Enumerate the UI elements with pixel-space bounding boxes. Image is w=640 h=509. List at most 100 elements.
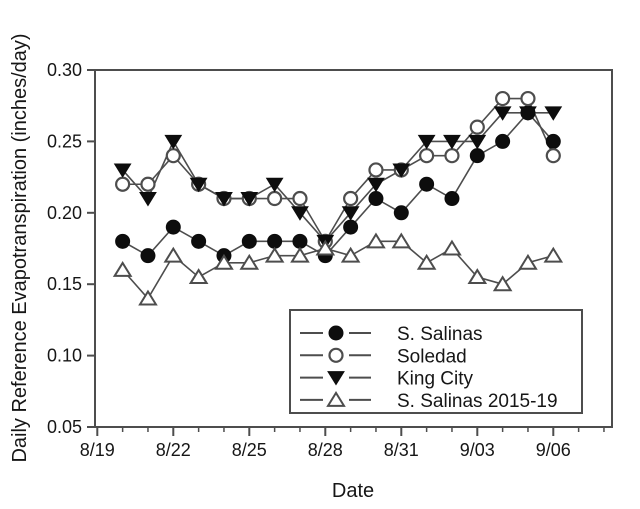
data-point-s-salinas-2015-19 — [112, 261, 133, 277]
data-point-soledad — [368, 162, 384, 178]
legend-label: King City — [397, 369, 474, 390]
data-point-king-city — [417, 134, 436, 150]
data-point-soledad — [520, 90, 536, 107]
legend-entry-s-salinas-2015-19: S. Salinas 2015-19 — [300, 391, 558, 412]
data-point-king-city — [189, 177, 208, 193]
data-point-s-salinas-2015-19 — [239, 253, 260, 270]
x-tick-label: 9/03 — [460, 440, 495, 460]
y-axis-title: Daily Reference Evapotranspiration (inch… — [9, 33, 31, 462]
axes-ticks: 0.05 0.10 0.15 0.20 0.25 0.30 8/19 8/22 8/25 8/28… — [47, 60, 605, 460]
legend-label: S. Salinas — [397, 324, 483, 345]
series-line-s-salinas — [122, 111, 554, 257]
x-tick-label: 8/25 — [232, 440, 267, 460]
data-point-s-salinas — [444, 191, 460, 207]
data-point-king-city — [367, 177, 385, 193]
data-point-king-city — [392, 163, 411, 178]
data-point-king-city — [215, 192, 233, 207]
data-point-soledad — [545, 148, 561, 164]
data-point-s-salinas — [343, 219, 359, 235]
data-point-king-city — [443, 134, 461, 150]
filled-circle-icon — [328, 325, 344, 341]
data-point-s-salinas-2015-19 — [188, 268, 209, 285]
data-point-s-salinas-2015-19 — [264, 246, 285, 263]
data-point-king-city — [493, 106, 512, 121]
data-point-s-salinas-2015-19 — [442, 239, 462, 256]
data-point-soledad — [267, 190, 283, 207]
data-point-s-salinas-2015-19 — [492, 275, 513, 292]
y-tick-label: 0.30 — [47, 60, 82, 80]
data-point-s-salinas — [191, 233, 207, 249]
series-line-king-city — [122, 112, 554, 243]
data-point-s-salinas — [368, 191, 384, 207]
filled-triangle-down-icon — [327, 371, 345, 386]
x-tick-label: 9/06 — [536, 440, 571, 460]
data-point-s-salinas — [115, 233, 131, 249]
series-markers-king-city — [113, 106, 563, 250]
data-point-s-salinas-2015-19 — [290, 246, 310, 263]
data-point-soledad — [469, 119, 485, 135]
series-markers-s-salinas — [115, 105, 561, 264]
data-point-soledad — [115, 176, 131, 192]
data-point-s-salinas-2015-19 — [340, 246, 361, 263]
series-markers-s-salinas-2015-19 — [112, 232, 564, 306]
x-tick-label: 8/22 — [156, 440, 191, 460]
data-point-soledad — [444, 148, 460, 164]
data-point-s-salinas-2015-19 — [138, 289, 158, 306]
y-tick-label: 0.20 — [47, 203, 82, 223]
data-point-king-city — [468, 134, 487, 150]
legend-entry-king-city: King City — [300, 369, 474, 390]
series-markers-soledad — [115, 90, 561, 249]
x-tick-label: 8/19 — [80, 440, 115, 460]
legend-entry-s-salinas: S. Salinas — [300, 324, 483, 345]
legend-entry-soledad: Soledad — [300, 346, 467, 367]
data-point-s-salinas-2015-19 — [467, 268, 488, 285]
legend-label: Soledad — [397, 346, 467, 367]
data-point-s-salinas — [495, 133, 511, 149]
x-tick-label: 8/31 — [384, 440, 419, 460]
y-tick-label: 0.05 — [47, 417, 82, 437]
data-point-soledad — [419, 148, 435, 164]
x-axis-title: Date — [332, 480, 374, 502]
data-point-s-salinas — [292, 233, 308, 249]
data-point-s-salinas — [419, 176, 435, 192]
data-point-s-salinas — [140, 248, 156, 264]
data-point-s-salinas — [393, 205, 409, 221]
plot-area — [94, 69, 613, 428]
data-point-s-salinas-2015-19 — [391, 232, 412, 249]
data-point-king-city — [544, 106, 563, 121]
data-point-s-salinas-2015-19 — [416, 253, 437, 270]
data-point-king-city — [164, 134, 183, 150]
data-point-king-city — [265, 177, 284, 193]
data-point-s-salinas-2015-19 — [366, 232, 386, 249]
data-point-s-salinas — [241, 233, 257, 249]
data-point-king-city — [341, 206, 360, 221]
data-point-s-salinas-2015-19 — [518, 253, 538, 270]
data-point-king-city — [113, 163, 132, 178]
plot-frame — [94, 69, 613, 428]
y-tick-label: 0.25 — [47, 131, 82, 151]
data-point-king-city — [240, 192, 259, 207]
open-circle-icon — [328, 347, 344, 363]
data-point-king-city — [291, 206, 309, 221]
data-point-soledad — [343, 190, 359, 207]
data-point-king-city — [139, 192, 157, 207]
data-point-soledad — [292, 190, 308, 207]
data-point-s-salinas-2015-19 — [315, 239, 336, 256]
data-point-s-salinas — [545, 133, 561, 149]
data-point-soledad — [495, 90, 511, 107]
y-tick-label: 0.15 — [47, 274, 82, 294]
series-line-s-salinas-2015-19 — [122, 240, 554, 300]
y-tick-label: 0.10 — [47, 346, 82, 366]
data-point-s-salinas-2015-19 — [543, 246, 564, 263]
open-triangle-up-icon — [326, 390, 346, 407]
data-point-king-city — [519, 106, 537, 121]
data-point-soledad — [140, 176, 156, 192]
data-point-s-salinas — [165, 219, 181, 235]
data-point-s-salinas — [469, 148, 485, 164]
data-point-s-salinas-2015-19 — [214, 253, 234, 270]
data-point-s-salinas-2015-19 — [163, 246, 184, 263]
legend-label: S. Salinas 2015-19 — [397, 391, 558, 412]
